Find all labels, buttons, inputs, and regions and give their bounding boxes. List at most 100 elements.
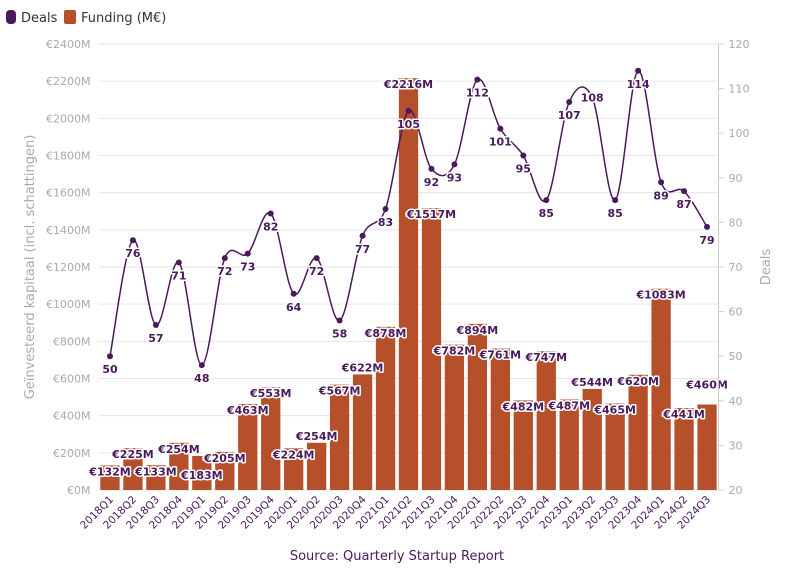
funding-bar[interactable] [674,408,694,490]
funding-bar[interactable] [375,326,396,490]
y-tick-label: €1200M [46,261,90,274]
funding-bar[interactable] [307,442,327,490]
funding-bar[interactable] [513,400,533,490]
funding-bar[interactable] [421,208,442,491]
funding-bar[interactable] [169,442,189,490]
deals-data-label: 79 [699,234,714,247]
funding-data-label: €487M [547,399,590,412]
deals-point[interactable] [612,197,619,204]
deals-point[interactable] [129,237,136,244]
y2-tick-label: 110 [729,83,750,96]
funding-data-label: €1517M [406,208,456,221]
deals-data-label: 77 [355,243,370,256]
y-tick-label: €0M [67,484,91,497]
deals-point[interactable] [152,321,159,328]
funding-bar[interactable] [536,351,556,490]
deals-data-label: 101 [489,136,512,149]
deals-data-label: 93 [447,171,462,184]
deals-data-label: 48 [194,372,209,385]
funding-bar[interactable] [651,288,671,490]
y-tick-label: €200M [53,447,91,460]
funding-bar[interactable] [261,387,281,490]
legend-item-funding[interactable]: Funding (M€) [64,10,166,26]
deals-point[interactable] [359,232,366,239]
funding-data-label: €132M [88,465,131,478]
funding-data-label: €225M [111,448,154,461]
y2-tick-label: 90 [729,172,743,185]
y-tick-label: €1800M [46,150,90,163]
funding-bar[interactable] [582,388,602,490]
funding-data-label: €747M [524,351,567,364]
deals-point[interactable] [681,188,688,195]
y-tick-label: €1000M [46,298,90,311]
funding-data-label: €254M [295,430,338,443]
deals-point[interactable] [175,259,182,266]
y2-tick-label: 80 [729,216,743,229]
deals-point[interactable] [589,94,596,101]
y-tick-label: €2000M [46,112,90,125]
deals-point[interactable] [244,250,251,257]
deals-point[interactable] [635,67,642,74]
deals-point[interactable] [267,210,274,217]
y2-tick-label: 20 [729,484,743,497]
funding-bar[interactable] [215,451,235,490]
funding-data-label: €544M [570,376,613,389]
deals-data-label: 112 [466,87,489,100]
deals-data-label: 108 [581,92,604,105]
deals-point[interactable] [497,125,504,132]
deals-point[interactable] [221,255,228,262]
funding-bar[interactable] [467,323,488,490]
deals-point[interactable] [520,152,527,159]
deals-point[interactable] [290,290,297,297]
funding-bar[interactable] [192,455,212,490]
deals-point[interactable] [474,76,481,83]
funding-bar[interactable] [238,403,258,490]
deals-point[interactable] [106,353,113,360]
funding-bar[interactable] [352,374,373,490]
funding-data-label: €133M [134,465,177,478]
funding-bar[interactable] [559,399,579,490]
deals-point[interactable] [198,362,205,369]
deals-point[interactable] [405,107,412,114]
deals-point[interactable] [428,165,435,172]
y2-tick-label: 100 [729,127,750,140]
funding-bar[interactable] [444,344,465,490]
y2-tick-label: 40 [729,395,743,408]
deals-point[interactable] [566,98,573,105]
deals-data-label: 64 [286,301,302,314]
deals-point[interactable] [704,223,711,230]
deals-point[interactable] [658,179,665,186]
funding-data-label: €2216M [383,78,433,91]
deals-data-label: 57 [148,332,163,345]
deals-point[interactable] [382,206,389,213]
funding-bar[interactable] [628,374,648,490]
legend-funding-marker [64,10,76,24]
deals-data-label: 50 [102,363,118,376]
funding-bar[interactable] [329,384,350,490]
funding-data-label: €567M [318,385,361,398]
funding-bar[interactable] [605,403,625,490]
deals-data-label: 76 [125,247,141,260]
legend-item-deals[interactable]: Deals [6,10,58,26]
y-tick-label: €600M [53,373,91,386]
deals-data-label: 73 [240,261,255,274]
funding-bar[interactable] [284,448,304,490]
funding-bar[interactable] [490,348,510,490]
y-tick-label: €1400M [46,224,90,237]
deals-point[interactable] [336,317,343,324]
funding-data-label: €183M [180,469,223,482]
legend-funding-label: Funding (M€) [81,11,166,26]
funding-bar[interactable] [398,78,419,491]
deals-point[interactable] [313,255,320,262]
deals-point[interactable] [451,161,458,168]
deals-data-label: 58 [332,328,347,341]
funding-data-label: €622M [341,361,384,374]
deals-point[interactable] [543,197,550,204]
funding-bar[interactable] [123,448,143,490]
funding-bar[interactable] [146,465,166,490]
funding-bar[interactable] [697,404,717,490]
funding-bar[interactable] [100,465,120,490]
funding-data-label: €463M [226,404,269,417]
legend: Deals Funding (M€) [6,10,166,26]
